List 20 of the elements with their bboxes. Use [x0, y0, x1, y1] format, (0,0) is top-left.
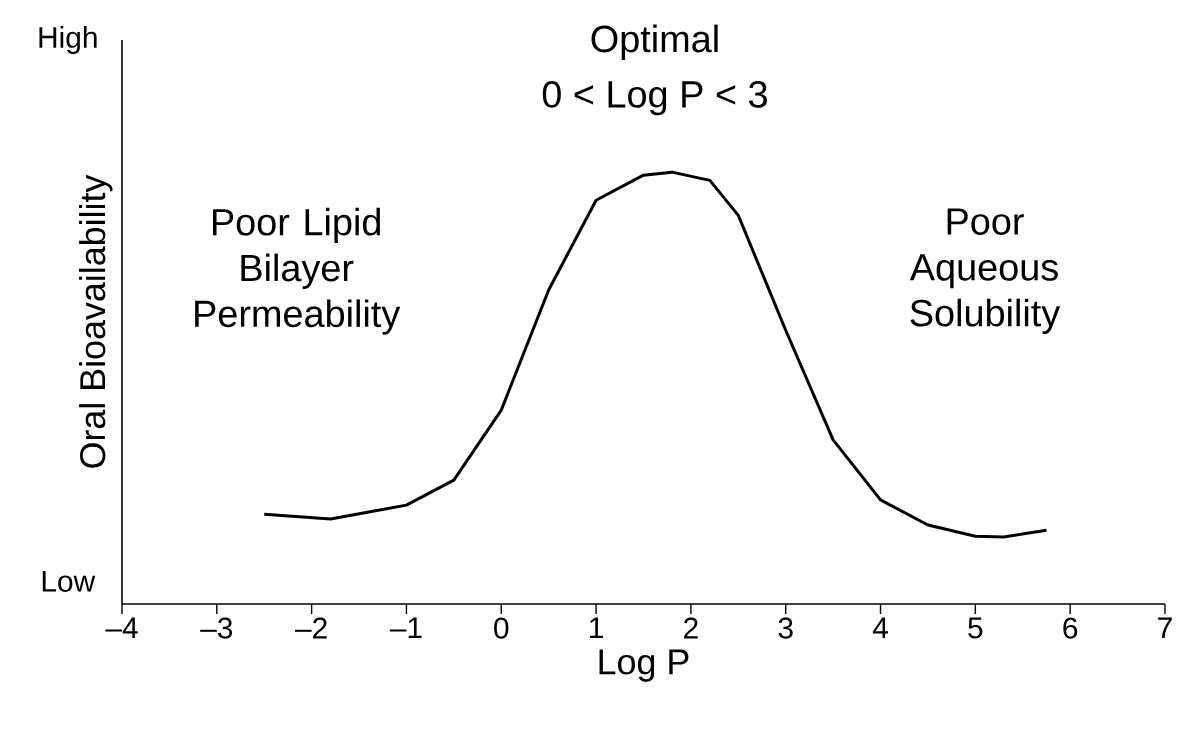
annotation: Poor Aqueous Solubility	[909, 208, 1061, 335]
x-tick-label: 2	[684, 617, 698, 639]
x-tick-label: –4	[105, 617, 138, 639]
text: 0 < Log P < 3	[542, 80, 767, 116]
x-tick-label: –2	[295, 617, 327, 639]
x-tick-label: 6	[1063, 617, 1078, 639]
text: Low	[42, 571, 96, 592]
y-axis-title: Oral Bioavailability	[79, 174, 113, 468]
x-tick-label: 1	[590, 617, 603, 639]
x-tick-label: 7	[1158, 617, 1172, 639]
text: Optimal	[591, 24, 718, 60]
annotation: Poor Lipid Bilayer Permeability	[195, 207, 401, 335]
text: High	[39, 26, 97, 54]
x-axis-title: Log P	[599, 649, 689, 682]
x-tick-label: –1	[389, 617, 422, 639]
x-tick-label: 3	[778, 617, 793, 639]
x-tick-label: –3	[200, 617, 233, 639]
x-tick-label: 4	[872, 617, 888, 639]
x-tick-label: 5	[968, 617, 983, 639]
x-tick-label: 0	[494, 617, 509, 639]
